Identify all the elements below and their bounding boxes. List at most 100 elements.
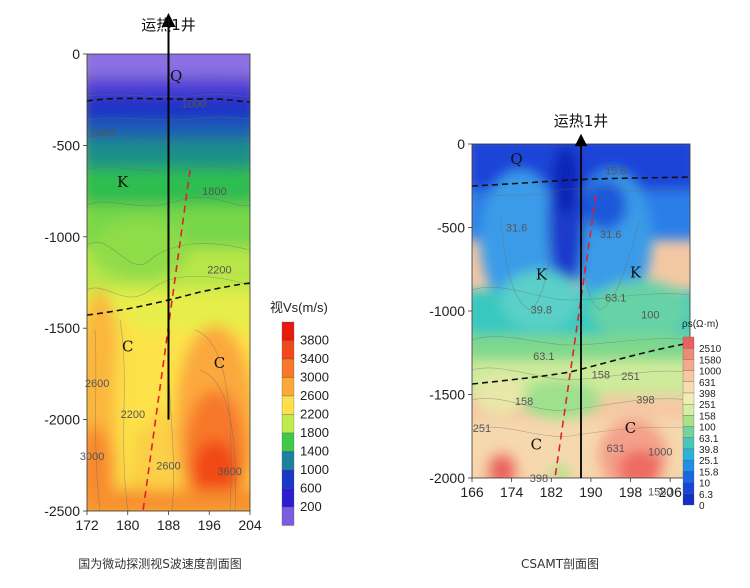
csamt-profile-chart: 166 174 182 190 198 206 0 -500 -1000 -1500 -2000 Q… xyxy=(429,112,721,512)
csamt-legend-swatch xyxy=(682,415,695,427)
csamt-legend-label: 25.1 xyxy=(699,456,719,467)
vs-legend-label: 3800 xyxy=(300,333,329,348)
csamt-legend-swatch xyxy=(682,348,695,360)
csamt-legend-label: 251 xyxy=(699,400,716,411)
vs-x-tick-label: 204 xyxy=(238,517,262,533)
csamt-x-tick-label: 182 xyxy=(540,484,564,500)
csamt-legend-swatch xyxy=(682,404,695,416)
csamt-legend-label: 10 xyxy=(699,479,711,490)
csamt-contour-label: 63.1 xyxy=(605,293,626,305)
vs-legend-swatch xyxy=(281,414,295,434)
vs-legend: 视Vs(m/s) 3800 3400 3000 2600 2200 1800 1400 1000… xyxy=(270,300,329,526)
vs-legend-swatch xyxy=(281,506,295,526)
csamt-contour-label: 31.6 xyxy=(506,223,527,235)
vs-legend-label: 200 xyxy=(300,499,322,514)
vs-legend-swatch xyxy=(281,432,295,452)
vs-contour-label: 3600 xyxy=(217,466,241,478)
csamt-legend-swatch xyxy=(682,471,695,483)
csamt-x-tick-label: 206 xyxy=(659,484,683,500)
csamt-legend-swatch xyxy=(682,437,695,450)
csamt-contour-label: 631 xyxy=(607,443,625,455)
csamt-zone-label: C xyxy=(625,419,636,437)
vs-profile-chart: 172 180 188 196 204 0 -500 -1000 -1500 -2000 -2500… xyxy=(44,12,329,533)
csamt-zone-label: K xyxy=(630,264,642,282)
vs-legend-title: 视Vs(m/s) xyxy=(270,300,328,315)
csamt-contour-label: 39.8 xyxy=(531,304,552,316)
csamt-legend-label: 0 xyxy=(699,501,705,512)
vs-legend-label: 2200 xyxy=(300,407,329,422)
csamt-contour-labels: 15.8 31.6 31.6 39.8 63.1 100 63.1 158 251 158 398 2… xyxy=(473,166,673,499)
vs-legend-label: 2600 xyxy=(300,388,329,403)
vs-legend-swatch xyxy=(281,395,295,415)
csamt-contour-label: 100 xyxy=(641,309,659,321)
csamt-x-tick-label: 174 xyxy=(500,484,524,500)
csamt-x-tick-label: 166 xyxy=(460,484,484,500)
csamt-zone-label: C xyxy=(531,436,542,454)
csamt-legend-swatch xyxy=(682,493,695,506)
csamt-contour-label: 31.6 xyxy=(600,229,621,241)
caption-left: 国为微动探测视S波速度剖面图 xyxy=(78,556,242,571)
vs-legend-label: 1000 xyxy=(300,462,329,477)
vs-x-tick-label: 188 xyxy=(157,517,181,533)
vs-contour-label: 2600 xyxy=(85,378,109,390)
csamt-contour-label: 158 xyxy=(515,396,533,408)
csamt-legend-swatch xyxy=(682,426,695,438)
csamt-legend-label: 158 xyxy=(699,411,716,422)
csamt-legend-label: 63.1 xyxy=(699,434,719,445)
csamt-legend-swatch xyxy=(682,460,695,472)
csamt-x-tick-label: 198 xyxy=(619,484,643,500)
csamt-legend-label: 100 xyxy=(699,423,716,434)
csamt-legend-title: ρs(Ω·m) xyxy=(682,319,718,330)
vs-legend-swatch xyxy=(281,321,295,341)
csamt-legend-label: 1580 xyxy=(699,355,722,366)
csamt-contour-lines xyxy=(472,188,690,437)
vs-legend-label: 600 xyxy=(300,481,322,496)
csamt-legend-swatch xyxy=(682,392,695,405)
vs-axes: 172 180 188 196 204 0 -500 -1000 -1500 -2000 -2500 xyxy=(44,46,262,533)
vs-legend-label: 3400 xyxy=(300,351,329,366)
csamt-boundary-q xyxy=(472,176,690,187)
vs-x-tick-label: 172 xyxy=(75,517,99,533)
csamt-legend-label: 39.8 xyxy=(699,445,719,456)
vs-contour-lines xyxy=(87,75,250,511)
caption-right: CSAMT剖面图 xyxy=(521,557,599,571)
vs-legend-swatch xyxy=(281,451,295,471)
vs-boundary-k xyxy=(87,282,250,316)
csamt-legend-swatch xyxy=(682,359,695,371)
csamt-legend-swatch xyxy=(682,381,695,394)
csamt-legend-label: 6.3 xyxy=(699,490,713,501)
vs-legend-swatch xyxy=(281,377,295,397)
csamt-y-tick-label: 0 xyxy=(457,136,465,152)
vs-contour-label: 2600 xyxy=(156,460,180,472)
vs-legend-label: 1400 xyxy=(300,444,329,459)
csamt-zone-labels: Q K K C C xyxy=(510,150,641,454)
csamt-legend: ρs(Ω·m)25101580100063139825115810063.139… xyxy=(682,319,722,512)
csamt-contour-label: 63.1 xyxy=(533,351,554,363)
csamt-contour-label: 158 xyxy=(592,369,610,381)
vs-legend-swatch xyxy=(281,469,295,489)
vs-contour-labels: 1000 1400 1800 2200 2600 2200 2600 3000 3600 xyxy=(80,98,242,477)
csamt-y-tick-label: -500 xyxy=(437,220,465,236)
csamt-well-label: 运热1井 xyxy=(554,112,609,130)
csamt-legend-label: 1000 xyxy=(699,367,722,378)
vs-zone-label: C xyxy=(214,354,225,372)
vs-y-tick-label: -1500 xyxy=(44,320,80,336)
vs-contour-label: 1400 xyxy=(90,128,114,140)
csamt-legend-swatch xyxy=(682,448,695,461)
vs-contour-label: 1800 xyxy=(202,186,226,198)
vs-contour-label: 3000 xyxy=(80,451,104,463)
vs-y-tick-label: -2000 xyxy=(44,412,80,428)
vs-fault-line xyxy=(142,169,191,511)
vs-contour-label: 2200 xyxy=(207,265,231,277)
csamt-y-tick-label: -2000 xyxy=(429,470,465,486)
vs-x-tick-label: 196 xyxy=(198,517,222,533)
csamt-contour-label: 398 xyxy=(636,395,654,407)
csamt-legend-swatch xyxy=(682,336,695,349)
vs-boundary-q xyxy=(87,97,250,103)
csamt-contour-label: 1000 xyxy=(648,446,672,458)
vs-contour-label: 1000 xyxy=(182,98,206,110)
vs-zone-labels: Q K C C xyxy=(117,67,225,372)
vs-zone-label: Q xyxy=(170,67,182,85)
vs-legend-swatch xyxy=(281,488,295,508)
